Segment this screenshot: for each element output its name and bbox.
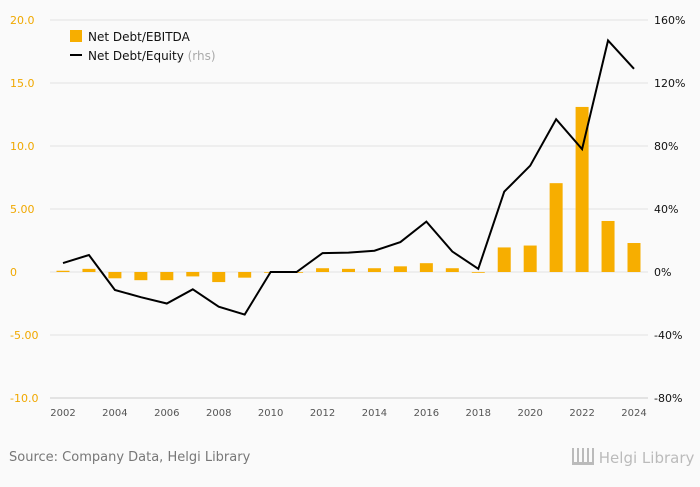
x-tick-label: 2004	[102, 408, 127, 419]
bar-2008	[212, 272, 226, 283]
x-tick-label: 2008	[206, 408, 231, 419]
line-net-debt-equity	[62, 38, 635, 316]
bar-2023	[601, 220, 615, 272]
right-tick-label: 120%	[654, 77, 685, 90]
x-tick-label: 2012	[310, 408, 335, 419]
bar-2012	[316, 268, 330, 272]
bar-2019	[497, 247, 511, 272]
legend-rhs-suffix: (rhs)	[184, 49, 216, 63]
bar-2020	[523, 245, 537, 272]
bar-2009	[238, 272, 252, 278]
left-tick-label: 5.00	[10, 203, 35, 216]
bar-2007	[186, 272, 200, 277]
logo-text: Helgi Library	[598, 449, 695, 467]
right-tick-label: -40%	[654, 329, 682, 342]
legend-label-equity: Net Debt/Equity (rhs)	[88, 49, 216, 63]
x-tick-label: 2014	[362, 408, 387, 419]
left-tick-label: -5.00	[10, 329, 38, 342]
bar-2005	[134, 272, 148, 281]
x-tick-label: 2024	[621, 408, 646, 419]
bar-2018	[471, 272, 485, 273]
bar-2017	[445, 268, 459, 272]
bar-2024	[627, 243, 641, 272]
source-text: Source: Company Data, Helgi Library	[9, 450, 251, 465]
x-tick-label: 2006	[154, 408, 179, 419]
right-tick-label: 160%	[654, 14, 685, 27]
bar-2014	[367, 268, 381, 272]
left-tick-label: -10.0	[10, 392, 38, 405]
left-tick-label: 20.0	[10, 14, 35, 27]
bar-2003	[82, 268, 96, 272]
bar-2002	[56, 270, 70, 272]
right-tick-label: 80%	[654, 140, 678, 153]
x-tick-label: 2018	[466, 408, 491, 419]
bar-2004	[108, 272, 122, 279]
bar-2013	[342, 268, 355, 272]
legend-label-ebitda: Net Debt/EBITDA	[88, 30, 191, 44]
bar-2021	[549, 183, 563, 272]
helgi-library-logo: Helgi Library	[572, 448, 694, 467]
left-tick-label: 0	[10, 266, 17, 279]
bar-2016	[419, 263, 433, 272]
x-tick-label: 2010	[258, 408, 283, 419]
x-tick-label: 2002	[50, 408, 75, 419]
right-tick-label: -80%	[654, 392, 682, 405]
logo-icon	[572, 448, 594, 465]
x-tick-label: 2020	[517, 408, 542, 419]
left-tick-label: 15.0	[10, 77, 35, 90]
bar-2006	[160, 272, 174, 281]
bar-2015	[393, 266, 407, 272]
x-tick-label: 2016	[414, 408, 439, 419]
bar-2022	[575, 106, 589, 272]
x-tick-label: 2022	[569, 408, 594, 419]
right-tick-label: 40%	[654, 203, 678, 216]
legend-bar-swatch	[70, 30, 82, 42]
left-tick-label: 10.0	[10, 140, 35, 153]
right-tick-label: 0%	[654, 266, 671, 279]
